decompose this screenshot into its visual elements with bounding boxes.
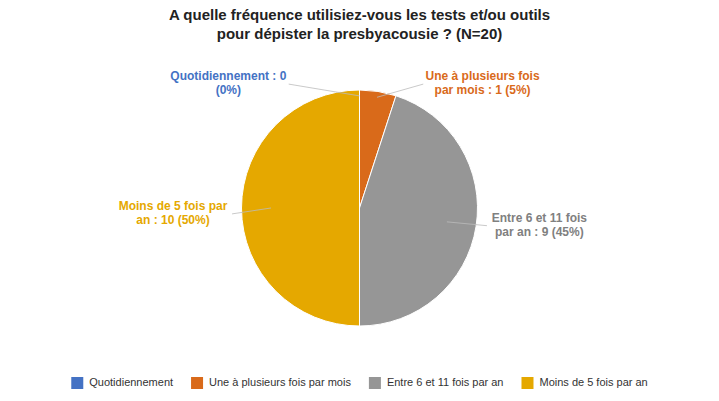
annotation: Une à plusieurs foispar mois : 1 (5%) (426, 69, 540, 97)
legend-swatch (369, 377, 381, 389)
legend-label: Moins de 5 fois par an (539, 376, 647, 388)
legend-swatch (521, 377, 533, 389)
chart: A quelle fréquence utilisiez-vous les te… (0, 0, 719, 401)
slice (359, 96, 477, 326)
annotation: Quotidiennement : 0(0%) (170, 69, 286, 97)
legend-label: Une à plusieurs fois par mois (209, 376, 351, 388)
legend-label: Entre 6 et 11 fois par an (387, 376, 504, 388)
annotations: Quotidiennement : 0(0%) Une à plusieurs f… (119, 69, 588, 239)
legend-item: Entre 6 et 11 fois par an (369, 376, 504, 389)
legend-swatch (71, 377, 83, 389)
annotation: Entre 6 et 11 foispar an : 9 (45%) (492, 211, 588, 239)
leader-line (377, 84, 423, 97)
legend-item: Moins de 5 fois par an (521, 376, 647, 389)
legend-swatch (191, 377, 203, 389)
legend: Quotidiennement Une à plusieurs fois par … (71, 376, 647, 389)
legend-label: Quotidiennement (89, 376, 173, 388)
title: A quelle fréquence utilisiez-vous les te… (169, 6, 550, 42)
legend-item: Une à plusieurs fois par mois (191, 376, 351, 389)
leader-line (447, 222, 487, 226)
annotation: Moins de 5 fois paran : 10 (50%) (119, 199, 228, 227)
pie (242, 90, 478, 326)
leader-line (289, 84, 360, 96)
slice (242, 90, 360, 326)
leader-line (232, 208, 271, 214)
legend-item: Quotidiennement (71, 376, 173, 389)
